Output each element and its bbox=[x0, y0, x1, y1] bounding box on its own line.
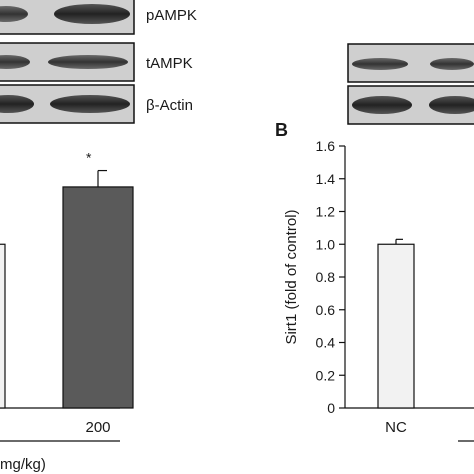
y-tick-label-b: 0.2 bbox=[316, 367, 336, 383]
blot-band bbox=[352, 96, 412, 114]
blot-band bbox=[50, 95, 130, 113]
x-tick-label-b: NC bbox=[385, 419, 407, 436]
y-tick-label-b: 1.0 bbox=[316, 236, 336, 252]
y-tick-label-b: 0.6 bbox=[316, 302, 336, 318]
blot-band bbox=[430, 58, 474, 70]
chart-a: mg/kg) 0*200 bbox=[0, 150, 134, 473]
blot-band bbox=[48, 55, 128, 69]
blot-band bbox=[0, 6, 28, 22]
blot-label-tampk: tAMPK bbox=[146, 55, 193, 72]
significance-mark: * bbox=[86, 150, 92, 166]
blot-band bbox=[352, 58, 408, 70]
panel-b-label: B bbox=[275, 120, 288, 140]
y-tick-label-b: 0.8 bbox=[316, 269, 336, 285]
y-tick-label-b: 0.4 bbox=[316, 335, 336, 351]
blot-left: pAMPK tAMPK β-Actin bbox=[0, 0, 197, 124]
xlabel-partial-a: mg/kg) bbox=[0, 456, 46, 473]
blot-label-pampk: pAMPK bbox=[146, 7, 197, 24]
blot-band bbox=[429, 96, 474, 114]
y-tick-label-b: 1.6 bbox=[316, 138, 336, 154]
blot-band bbox=[0, 95, 34, 113]
bar-a-0 bbox=[0, 243, 6, 409]
y-tick-label-b: 1.2 bbox=[316, 204, 336, 220]
y-tick-label-b: 0 bbox=[327, 400, 335, 416]
y-tick-label-b: 1.4 bbox=[316, 171, 336, 187]
x-tick-label-a: 200 bbox=[85, 419, 110, 436]
bar-b-NC bbox=[377, 243, 415, 409]
y-axis-label-b: Sirt1 (fold of control) bbox=[283, 209, 300, 344]
chart-b: Sirt1 (fold of control) 0 0.2 0.4 0.6 0.8 1.0… bbox=[283, 138, 474, 442]
blot-band bbox=[54, 4, 130, 24]
bar-a-200 bbox=[62, 186, 134, 409]
blot-band bbox=[0, 55, 30, 69]
blot-label-actin: β-Actin bbox=[146, 97, 193, 114]
blot-right bbox=[347, 43, 474, 125]
